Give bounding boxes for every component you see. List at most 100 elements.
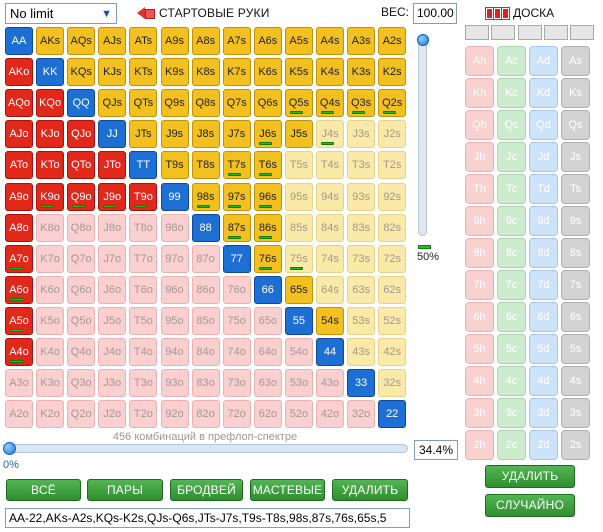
hand-cell-J2o[interactable]: J2o [98,400,127,429]
board-card-3h[interactable]: 3h [465,398,494,428]
hand-cell-Q7s[interactable]: Q7s [222,89,251,118]
hand-cell-T5o[interactable]: T5o [129,306,158,335]
hand-cell-63o[interactable]: 63o [253,369,282,398]
hand-cell-J5o[interactable]: J5o [98,306,127,335]
hand-cell-Q9s[interactable]: Q9s [160,89,189,118]
hand-cell-A2s[interactable]: A2s [378,27,407,55]
hand-cell-AQo[interactable]: AQo [5,89,33,118]
board-card-Ac[interactable]: Ac [497,46,526,76]
hand-cell-94s[interactable]: 94s [316,182,344,211]
hand-cell-K2o[interactable]: K2o [36,400,65,429]
hand-cell-Q3s[interactable]: Q3s [347,89,376,118]
hand-cell-42s[interactable]: 42s [378,338,407,366]
hand-cell-Q4o[interactable]: Q4o [67,338,96,366]
hand-cell-J4o[interactable]: J4o [98,338,127,366]
hand-cell-K5o[interactable]: K5o [36,306,65,335]
hand-cell-K7s[interactable]: K7s [222,58,251,87]
hand-cell-Q3o[interactable]: Q3o [67,369,96,398]
hand-cell-K6o[interactable]: K6o [36,275,65,304]
clear-range-button[interactable]: УДАЛИТЬ [332,479,408,501]
hand-cell-A7o[interactable]: A7o [5,244,33,273]
board-slot[interactable] [465,25,489,40]
hand-cell-JTo[interactable]: JTo [98,151,127,180]
board-card-Ah[interactable]: Ah [465,46,494,76]
board-card-6h[interactable]: 6h [465,302,494,332]
hand-cell-83o[interactable]: 83o [191,369,220,398]
hand-cell-K9s[interactable]: K9s [160,58,189,87]
hand-cell-T8o[interactable]: T8o [129,213,158,242]
board-card-5h[interactable]: 5h [465,334,494,364]
hand-cell-63s[interactable]: 63s [347,275,376,304]
hand-cell-A6s[interactable]: A6s [253,27,282,55]
board-card-Jh[interactable]: Jh [465,142,494,172]
hand-cell-85o[interactable]: 85o [191,306,220,335]
range-slider-thumb[interactable] [3,442,16,455]
hand-cell-93s[interactable]: 93s [347,182,376,211]
board-slot[interactable] [491,25,515,40]
board-card-5d[interactable]: 5d [529,334,558,364]
hand-cell-Q7o[interactable]: Q7o [67,244,96,273]
board-card-3c[interactable]: 3c [497,398,526,428]
hand-cell-A3s[interactable]: A3s [347,27,376,55]
hand-cell-J4s[interactable]: J4s [316,120,344,149]
hand-cell-J8s[interactable]: J8s [191,120,220,149]
hand-cell-96o[interactable]: 96o [160,275,189,304]
weight-slider-thumb[interactable] [417,34,429,46]
hand-cell-J7o[interactable]: J7o [98,244,127,273]
hand-cell-72o[interactable]: 72o [222,400,251,429]
hand-cell-62o[interactable]: 62o [253,400,282,429]
hand-cell-Q4s[interactable]: Q4s [316,89,344,118]
hand-cell-KK[interactable]: KK [36,58,65,87]
hand-cell-J9s[interactable]: J9s [160,120,189,149]
board-card-7h[interactable]: 7h [465,270,494,300]
hand-cell-KTs[interactable]: KTs [129,58,158,87]
board-card-4h[interactable]: 4h [465,366,494,396]
board-card-Kh[interactable]: Kh [465,78,494,108]
hand-cell-22[interactable]: 22 [378,400,407,429]
board-slot[interactable] [518,25,542,40]
hand-cell-QJs[interactable]: QJs [98,89,127,118]
board-card-Th[interactable]: Th [465,174,494,204]
hand-cell-K8o[interactable]: K8o [36,213,65,242]
board-card-3d[interactable]: 3d [529,398,558,428]
board-card-2h[interactable]: 2h [465,430,494,460]
hand-cell-72s[interactable]: 72s [378,244,407,273]
range-percent-input[interactable]: 34.4% [414,440,458,460]
hand-cell-A8s[interactable]: A8s [191,27,220,55]
hand-cell-73o[interactable]: 73o [222,369,251,398]
hand-cell-Q2o[interactable]: Q2o [67,400,96,429]
hand-cell-64o[interactable]: 64o [253,338,282,366]
hand-cell-J6o[interactable]: J6o [98,275,127,304]
board-card-8h[interactable]: 8h [465,238,494,268]
board-card-Td[interactable]: Td [529,174,558,204]
board-slot[interactable] [570,25,594,40]
board-card-Ad[interactable]: Ad [529,46,558,76]
hand-cell-Q8s[interactable]: Q8s [191,89,220,118]
hand-cell-T7s[interactable]: T7s [222,151,251,180]
board-card-5c[interactable]: 5c [497,334,526,364]
hand-cell-43s[interactable]: 43s [347,338,376,366]
board-clear-button[interactable]: УДАЛИТЬ [485,465,575,488]
hand-cell-AA[interactable]: AA [5,27,33,55]
hand-cell-98s[interactable]: 98s [191,182,220,211]
hand-cell-J6s[interactable]: J6s [253,120,282,149]
hand-cell-87o[interactable]: 87o [191,244,220,273]
weight-slider-track[interactable] [418,36,427,236]
hand-cell-55[interactable]: 55 [284,306,313,335]
hand-cell-75s[interactable]: 75s [284,244,313,273]
hand-cell-53o[interactable]: 53o [284,369,313,398]
hand-cell-AKo[interactable]: AKo [5,58,33,87]
hand-cell-A8o[interactable]: A8o [5,213,33,242]
hand-cell-65o[interactable]: 65o [253,306,282,335]
board-card-Kc[interactable]: Kc [497,78,526,108]
board-card-8d[interactable]: 8d [529,238,558,268]
hand-cell-K4s[interactable]: K4s [316,58,344,87]
hand-cell-95s[interactable]: 95s [284,182,313,211]
hand-cell-K7o[interactable]: K7o [36,244,65,273]
board-card-Kd[interactable]: Kd [529,78,558,108]
hand-cell-54o[interactable]: 54o [284,338,313,366]
hand-cell-33[interactable]: 33 [347,369,376,398]
board-card-7s[interactable]: 7s [561,270,590,300]
hand-cell-QQ[interactable]: QQ [67,89,96,118]
select-pairs-button[interactable]: ПАРЫ [87,479,163,501]
